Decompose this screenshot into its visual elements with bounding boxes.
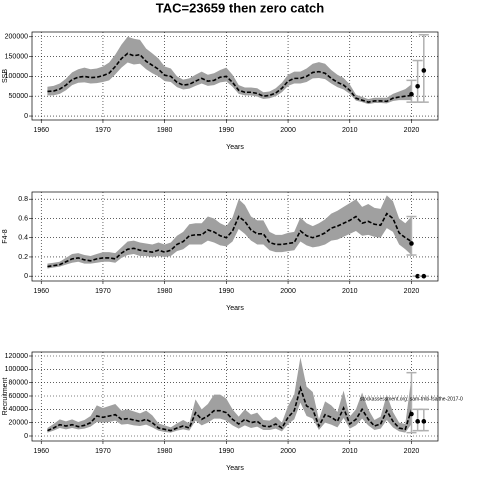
confidence-band bbox=[47, 357, 412, 433]
x-tick-label: 1960 bbox=[33, 288, 49, 295]
plot-area bbox=[32, 32, 438, 120]
x-tick-label: 1980 bbox=[157, 448, 173, 455]
x-tick-label: 2000 bbox=[280, 127, 296, 134]
x-tick-label: 1970 bbox=[95, 448, 111, 455]
forecast-point bbox=[415, 419, 420, 424]
x-tick-label: 1980 bbox=[157, 288, 173, 295]
x-tick-label: 2010 bbox=[342, 127, 358, 134]
x-tick-label: 1960 bbox=[33, 127, 49, 134]
annotation: stockassessment.org: sam-tmb-fsaithe-201… bbox=[360, 396, 463, 402]
plot-frame bbox=[31, 31, 439, 121]
y-tick-label: 80000 bbox=[9, 380, 29, 387]
y-tick-label: 150000 bbox=[5, 53, 28, 60]
y-axis-label: SSB bbox=[2, 69, 9, 83]
x-tick-label: 2020 bbox=[404, 288, 420, 295]
x-tick-label: 1970 bbox=[95, 127, 111, 134]
x-tick-label: 2020 bbox=[404, 448, 420, 455]
x-tick-label: 1990 bbox=[219, 127, 235, 134]
x-tick-label: 1980 bbox=[157, 127, 173, 134]
plot-frame bbox=[31, 191, 439, 282]
forecast-point bbox=[409, 411, 414, 417]
estimate-line bbox=[47, 385, 413, 432]
y-tick-label: 0.6 bbox=[18, 215, 28, 222]
x-tick-label: 2020 bbox=[404, 127, 420, 134]
y-tick-label: 0 bbox=[24, 273, 28, 280]
estimate-line bbox=[47, 52, 412, 103]
x-tick-label: 2000 bbox=[280, 288, 296, 295]
forecast-point bbox=[421, 419, 427, 424]
y-tick-label: 50000 bbox=[9, 93, 29, 100]
plot-area bbox=[32, 352, 438, 441]
y-tick-label: 100000 bbox=[5, 73, 28, 80]
plot-frame bbox=[31, 351, 439, 442]
y-tick-label: 0 bbox=[24, 433, 28, 440]
forecast-point bbox=[421, 68, 427, 73]
y-tick-label: 20000 bbox=[9, 420, 29, 427]
x-axis-label: Years bbox=[226, 305, 244, 312]
chart-title: TAC=23659 then zero catch bbox=[156, 0, 325, 15]
x-axis-label: Years bbox=[226, 465, 244, 472]
x-tick-label: 1960 bbox=[33, 448, 49, 455]
y-tick-label: 60000 bbox=[9, 393, 29, 400]
x-axis-label: Years bbox=[226, 144, 244, 151]
y-axis-label: Recruitment bbox=[2, 378, 9, 416]
x-tick-label: 1970 bbox=[95, 288, 111, 295]
y-tick-label: 0.2 bbox=[18, 254, 28, 261]
y-tick-label: 120000 bbox=[5, 353, 28, 360]
y-tick-label: 40000 bbox=[9, 406, 29, 413]
y-axis-label: F4-8 bbox=[2, 229, 9, 244]
y-tick-label: 200000 bbox=[5, 34, 28, 41]
y-tick-label: 100000 bbox=[5, 366, 28, 373]
forecast-point bbox=[415, 84, 420, 89]
x-tick-label: 1990 bbox=[219, 448, 235, 455]
confidence-band bbox=[47, 36, 412, 105]
x-tick-label: 1990 bbox=[219, 288, 235, 295]
x-tick-label: 2000 bbox=[280, 448, 296, 455]
forecast-point bbox=[421, 273, 427, 279]
y-tick-label: 0 bbox=[24, 113, 28, 120]
y-tick-label: 0.4 bbox=[18, 235, 28, 242]
x-tick-label: 2010 bbox=[342, 288, 358, 295]
y-tick-label: 0.8 bbox=[18, 196, 28, 203]
forecast-point bbox=[409, 91, 414, 97]
estimate-line bbox=[47, 212, 412, 268]
x-tick-label: 2010 bbox=[342, 448, 358, 455]
plot-area bbox=[32, 192, 438, 281]
forecast-point bbox=[409, 241, 414, 246]
forecast-point bbox=[415, 273, 420, 279]
